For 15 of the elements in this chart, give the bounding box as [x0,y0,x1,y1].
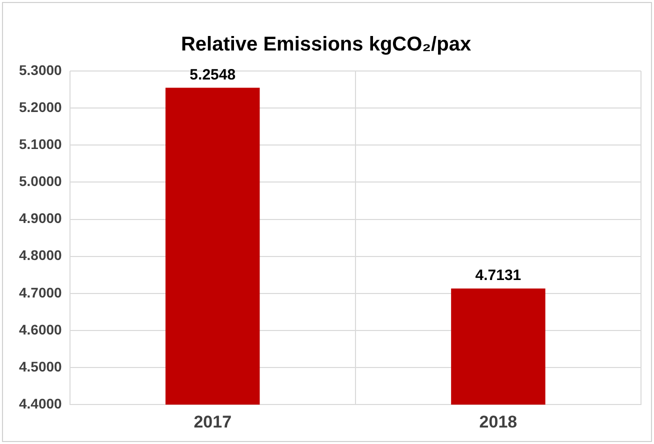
x-tick-label: 2017 [194,412,232,432]
y-tick-label: 4.6000 [18,321,62,338]
data-label: 5.2548 [190,66,236,84]
y-tick-label: 4.5000 [18,358,62,374]
y-tick-label: 4.7000 [18,284,62,300]
x-tick-label: 2018 [479,412,518,432]
y-tick-label: 5.0000 [18,173,62,190]
chart-title: Relative Emissions kgCO₂/pax [180,34,472,56]
y-tick-label: 4.4000 [18,395,62,412]
y-tick-label: 4.9000 [18,210,62,226]
y-tick-label: 5.3000 [18,62,62,78]
data-label: 4.7131 [475,267,522,284]
y-tick-label: 5.1000 [18,136,62,152]
y-tick-label: 4.8000 [18,247,62,264]
y-tick-label: 5.2000 [18,98,62,115]
